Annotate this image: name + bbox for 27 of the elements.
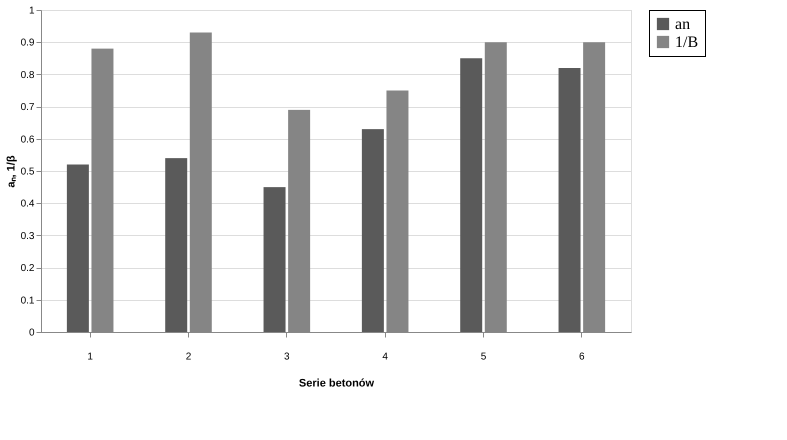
y-tick-label: 0.8: [20, 70, 35, 81]
y-tick-label: 0.2: [20, 263, 35, 274]
y-tick-label: 0.7: [20, 102, 35, 114]
y-tick-label: 0.4: [20, 198, 35, 210]
y-tick-label: 1: [28, 6, 35, 16]
y-tick-label: 0.9: [20, 38, 35, 49]
x-tick-label: 3: [284, 352, 290, 362]
y-axis-title: aₙ, 1/β: [6, 155, 18, 188]
y-tick-label: 0.5: [20, 166, 35, 178]
legend-label: an: [675, 16, 690, 33]
y-tick-label: 0.6: [20, 134, 35, 146]
x-tick-label: 5: [480, 352, 487, 362]
y-tick-label: 0: [28, 328, 35, 338]
bar: [362, 129, 384, 332]
bar: [264, 187, 286, 332]
bar: [66, 164, 89, 332]
x-tick-label: 4: [382, 352, 388, 362]
x-tick-label: 6: [579, 352, 586, 362]
bar: [460, 58, 482, 332]
legend-label: 1/B: [675, 34, 698, 51]
y-tick-label: 0.1: [20, 295, 35, 306]
y-tick-label: 0.3: [20, 230, 35, 242]
x-tick-label: 2: [186, 352, 192, 362]
bar: [165, 158, 188, 332]
x-axis-title: Serie betonów: [298, 378, 375, 390]
x-tick-label: 1: [87, 352, 94, 362]
bar: [558, 68, 581, 332]
